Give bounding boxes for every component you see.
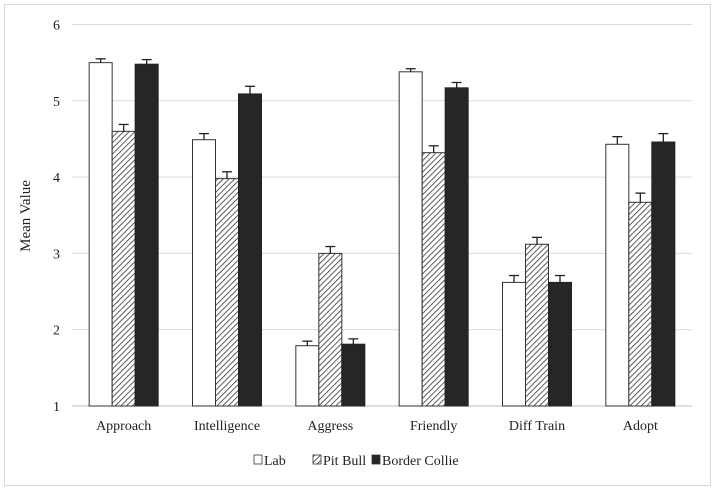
bar-pit-bull [525, 243, 549, 407]
legend-label: Pit Bull [323, 454, 366, 469]
legend-label: Border Collie [382, 454, 459, 469]
bar-border-collie [444, 87, 469, 407]
y-tick-label: 2 [53, 324, 60, 339]
chart-frame [4, 4, 711, 486]
x-tick-label: Intelligence [194, 419, 260, 434]
y-tick-label: 5 [53, 95, 60, 110]
y-tick-label: 1 [53, 400, 60, 415]
y-tick-label: 3 [53, 247, 60, 262]
bar-lab [398, 71, 423, 407]
bar-lab [88, 62, 113, 407]
bar-pit-bull [628, 201, 653, 407]
bar-border-collie [341, 343, 366, 407]
bar-pit-bull [215, 178, 239, 407]
legend-swatch-lab [253, 454, 263, 465]
y-axis-label: Mean Value [18, 180, 34, 252]
legend-swatch-pit-bull [312, 454, 322, 465]
x-tick-label: Approach [96, 419, 151, 434]
x-tick-label: Aggress [307, 419, 353, 434]
bar-border-collie [134, 63, 159, 407]
y-tick-label: 6 [53, 19, 60, 34]
bar-pit-bull [318, 252, 343, 407]
bar-lab [192, 139, 216, 407]
x-tick-label: Friendly [410, 419, 457, 434]
bar-border-collie [548, 281, 572, 407]
bar-lab [605, 143, 630, 407]
x-tick-label: Adopt [623, 419, 658, 434]
y-tick-label: 4 [53, 171, 60, 186]
bar-pit-bull [421, 152, 446, 407]
bar-border-collie [651, 141, 676, 407]
x-tick-label: Diff Train [509, 419, 565, 434]
bar-pit-bull [111, 130, 136, 407]
bar-lab [295, 345, 320, 407]
bar-border-collie [238, 93, 262, 407]
legend-label: Lab [264, 454, 286, 469]
legend: Lab Pit Bull Border Collie [253, 454, 459, 469]
bar-lab [502, 281, 526, 407]
legend-swatch-border-collie [371, 454, 381, 465]
